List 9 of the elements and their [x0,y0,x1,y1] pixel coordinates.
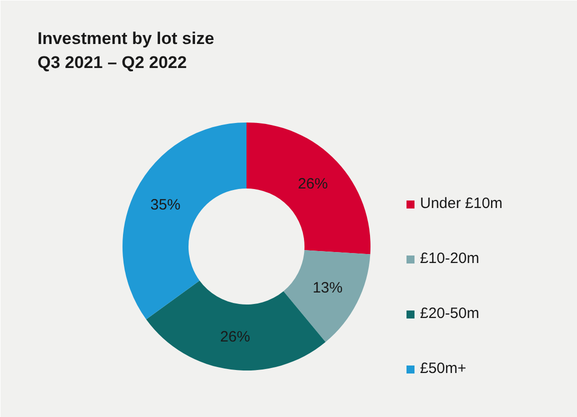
legend-label: £20-50m [420,305,480,322]
data-label: 35% [150,196,180,214]
chart-title: Investment by lot size Q3 2021 – Q2 2022 [38,29,214,72]
legend-label: £10-20m [420,250,480,267]
data-label: 26% [298,176,328,193]
data-label: 13% [312,279,343,296]
legend-label: £50m+ [420,360,466,377]
data-label: 26% [220,328,250,346]
legend-label: Under £10m [420,195,503,212]
